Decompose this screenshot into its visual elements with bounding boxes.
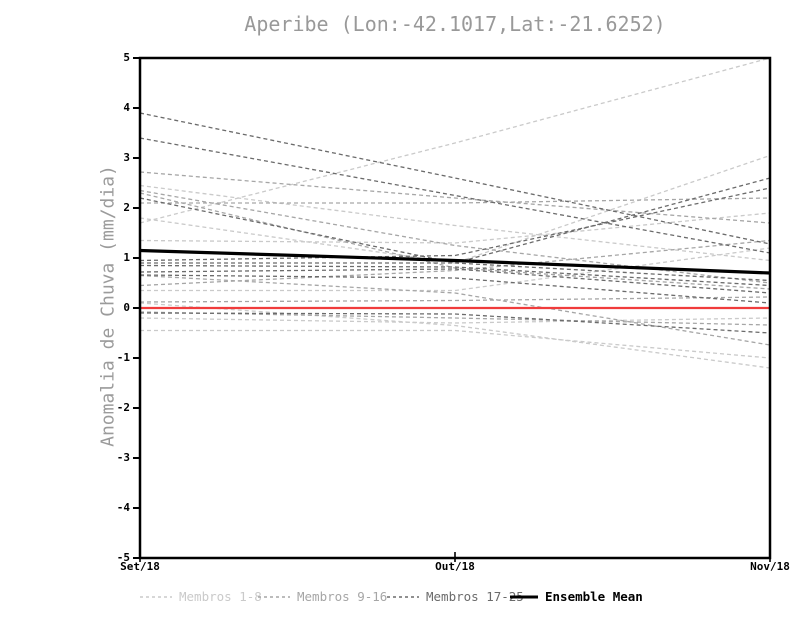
member-line — [139, 187, 771, 262]
legend-dashed-line-sample — [258, 596, 290, 598]
member-line — [139, 184, 771, 262]
chart-title: Aperibe (Lon:-42.1017,Lat:-21.6252) — [244, 12, 666, 36]
member-line — [139, 296, 771, 303]
legend-item: Membros 9-16 — [258, 590, 387, 604]
member-line — [140, 197, 771, 204]
member-line — [139, 137, 771, 254]
y-tick-label: 0 — [123, 301, 130, 314]
member-line — [139, 264, 771, 287]
member-line — [139, 274, 771, 304]
member-line — [139, 57, 771, 224]
member-line — [139, 268, 771, 294]
x-tick-label: Out/18 — [435, 560, 475, 573]
y-tick-label: 2 — [123, 201, 130, 214]
y-tick-label: -5 — [116, 551, 130, 564]
legend-item: Membros 17-25 — [387, 590, 524, 604]
legend-dashed-line-sample — [140, 596, 172, 598]
member-line — [139, 312, 771, 334]
member-line — [140, 262, 771, 282]
member-line — [139, 112, 771, 245]
member-line — [139, 274, 771, 346]
legend-item: Ensemble Mean — [510, 590, 643, 604]
member-line — [139, 239, 771, 287]
ensemble-mean-line — [139, 248, 771, 275]
x-tick-label: Nov/18 — [750, 560, 790, 573]
member-line — [139, 177, 771, 264]
legend-dashed-line-sample — [387, 596, 419, 598]
legend-label: Membros 9-16 — [297, 589, 388, 604]
member-line — [139, 171, 771, 224]
member-line — [140, 329, 771, 359]
y-tick-label: 5 — [123, 51, 130, 64]
member-line — [139, 302, 771, 369]
legend-label: Ensemble Mean — [545, 589, 643, 604]
member-line — [140, 247, 771, 292]
member-line — [139, 311, 771, 326]
legend-label: Membros 1-8 — [179, 589, 262, 604]
legend-item: Membros 1-8 — [140, 590, 262, 604]
y-tick-label: -3 — [116, 451, 130, 464]
y-tick-label: -4 — [116, 501, 130, 514]
legend-solid-line-sample — [510, 595, 538, 599]
legend-label: Membros 17-25 — [426, 589, 524, 604]
y-tick-label: 1 — [123, 251, 130, 264]
member-line — [139, 189, 771, 284]
y-tick-label: 3 — [123, 151, 130, 164]
member-line — [139, 154, 771, 264]
member-line — [139, 317, 771, 324]
y-tick-label: -1 — [116, 351, 130, 364]
member-line — [139, 192, 771, 290]
x-tick-label: Set/18 — [120, 560, 160, 573]
y-tick-label: -2 — [116, 401, 130, 414]
y-tick-label: 4 — [123, 101, 130, 114]
member-line — [139, 212, 771, 244]
